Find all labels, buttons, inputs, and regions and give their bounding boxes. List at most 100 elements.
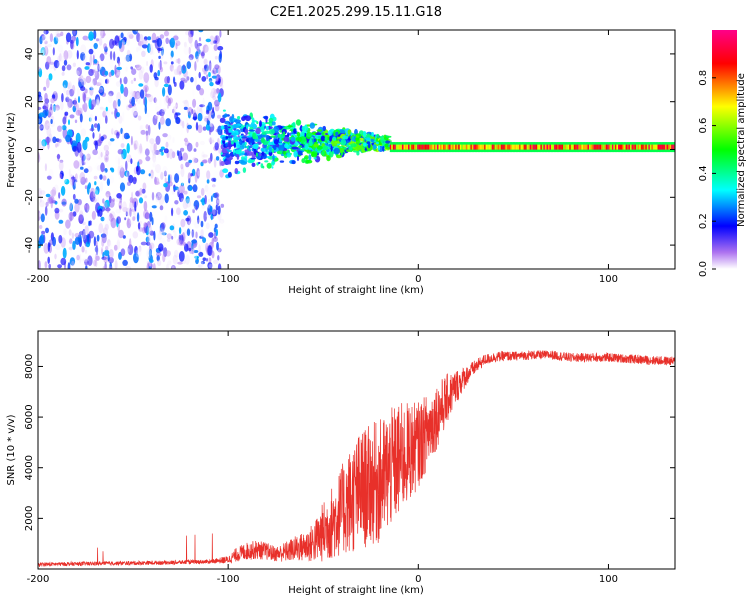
spectrogram-cell [209,60,212,72]
spectrogram-cell [82,221,86,226]
spectrogram-cell [83,165,86,170]
spectrogram-cell [174,249,179,258]
spectrogram-cell [131,68,137,75]
spectrogram-cell [59,170,64,179]
spectrogram-cell [209,82,214,87]
spectrogram-cell [148,173,151,177]
spectrogram-cell [83,102,88,113]
spectrogram-cell [149,211,153,222]
spectrogram-cell [72,145,78,152]
spectrogram-cell [196,195,202,199]
spectrogram-cell [126,97,129,107]
spectrogram-cell [476,144,479,150]
spectrogram-cell [145,236,150,243]
spectrogram-cell [308,154,312,161]
spectrogram-cell [123,76,128,85]
spectrogram-cell [230,140,234,145]
spectrogram-cell [85,241,91,248]
spectrogram-cell [205,38,211,43]
spectrogram-cell [529,144,532,150]
spectrogram-cell [57,153,60,162]
spectrogram-cell [150,169,154,179]
spectrogram-cell [200,261,204,269]
spectrogram-cell [142,220,146,228]
spectrogram-cell [306,132,313,138]
spectrogram-cell [444,144,447,150]
spectrogram-cell [532,144,535,150]
spectrogram-cell [392,144,395,150]
spectrogram-cell [105,193,110,200]
spectrogram-cell [102,175,107,181]
colorbar-label: Normalized spectral amplitude [736,73,747,227]
spectrogram-cell [76,141,82,153]
spectrogram-cell [248,124,254,128]
spectrogram-cell [62,247,67,259]
spectrogram-cell [160,146,165,150]
spectrogram-cell [244,149,249,153]
spectrogram-cell [211,131,214,140]
spectrogram-cell [135,93,138,103]
spectrogram-cell [182,100,188,104]
spectrogram-cell [377,145,381,151]
spectrogram-cell [308,147,312,151]
spectrogram-cell [301,158,306,164]
spectrogram-cell [192,206,196,211]
spectrogram-cell [65,134,72,143]
spectrogram-cell [43,242,50,254]
spectrogram-cell [630,144,633,150]
spectrogram-cell [189,36,193,43]
spectrogram-cell [205,222,210,230]
spectrogram-cell [159,205,164,211]
spectrogram-cell [97,156,101,160]
spectrogram-cell [177,187,180,193]
spectrogram-cell [659,144,661,150]
spectrogram-cell [300,131,305,138]
spectrogram-cell [423,144,426,150]
spectrogram-cell [115,198,121,203]
spectrogram-cell [43,86,47,91]
spectrogram-cell [119,165,124,172]
spectrogram-cell [117,71,122,76]
spectrogram-cell [99,106,104,110]
spectrogram-cell [564,144,567,150]
spectrogram-cell [65,90,70,96]
spectrogram-cell [82,103,85,110]
spectrogram-cell [88,48,94,55]
x-tick-label: -100 [217,274,240,285]
spectrogram-cell [68,169,71,177]
spectrogram-cell [154,150,161,155]
spectrogram-cell [144,104,147,115]
spectrogram-cell [185,217,190,222]
spectrogram-cell [100,32,107,37]
spectrogram-cell [44,163,48,172]
spectrogram-cell [77,86,80,98]
spectrogram-cell [50,103,53,111]
spectrogram-cell [67,262,71,269]
spectrogram-cell [96,197,100,202]
spectrogram-cell [225,125,228,128]
spectrogram-cell [299,124,303,132]
spectrogram-cell [613,144,616,150]
spectrogram-cell [120,32,124,39]
spectrogram-cell [161,113,164,118]
spectrogram-cell [584,144,587,150]
spectrogram-cell [214,142,219,151]
spectrogram-cell [241,136,248,139]
spectrogram-cell [95,260,98,268]
spectrogram-cell [73,179,78,183]
spectrogram-cell [75,36,79,47]
spectrogram-cell [98,208,103,218]
spectrogram-cell [573,144,576,150]
spectrogram-cell [108,213,114,222]
spectrogram-cell [115,81,121,87]
spectrogram-cell [180,166,185,178]
spectrogram-cell [70,137,73,145]
spectrogram-cell [175,42,178,50]
spectrogram-cell [45,201,49,207]
spectrogram-cell [162,165,168,176]
spectrogram-cell [72,105,77,113]
spectrogram-cell [159,34,165,39]
spectrogram-cell [82,230,87,241]
spectrogram-cell [607,144,610,150]
spectrogram-cell [72,30,76,36]
